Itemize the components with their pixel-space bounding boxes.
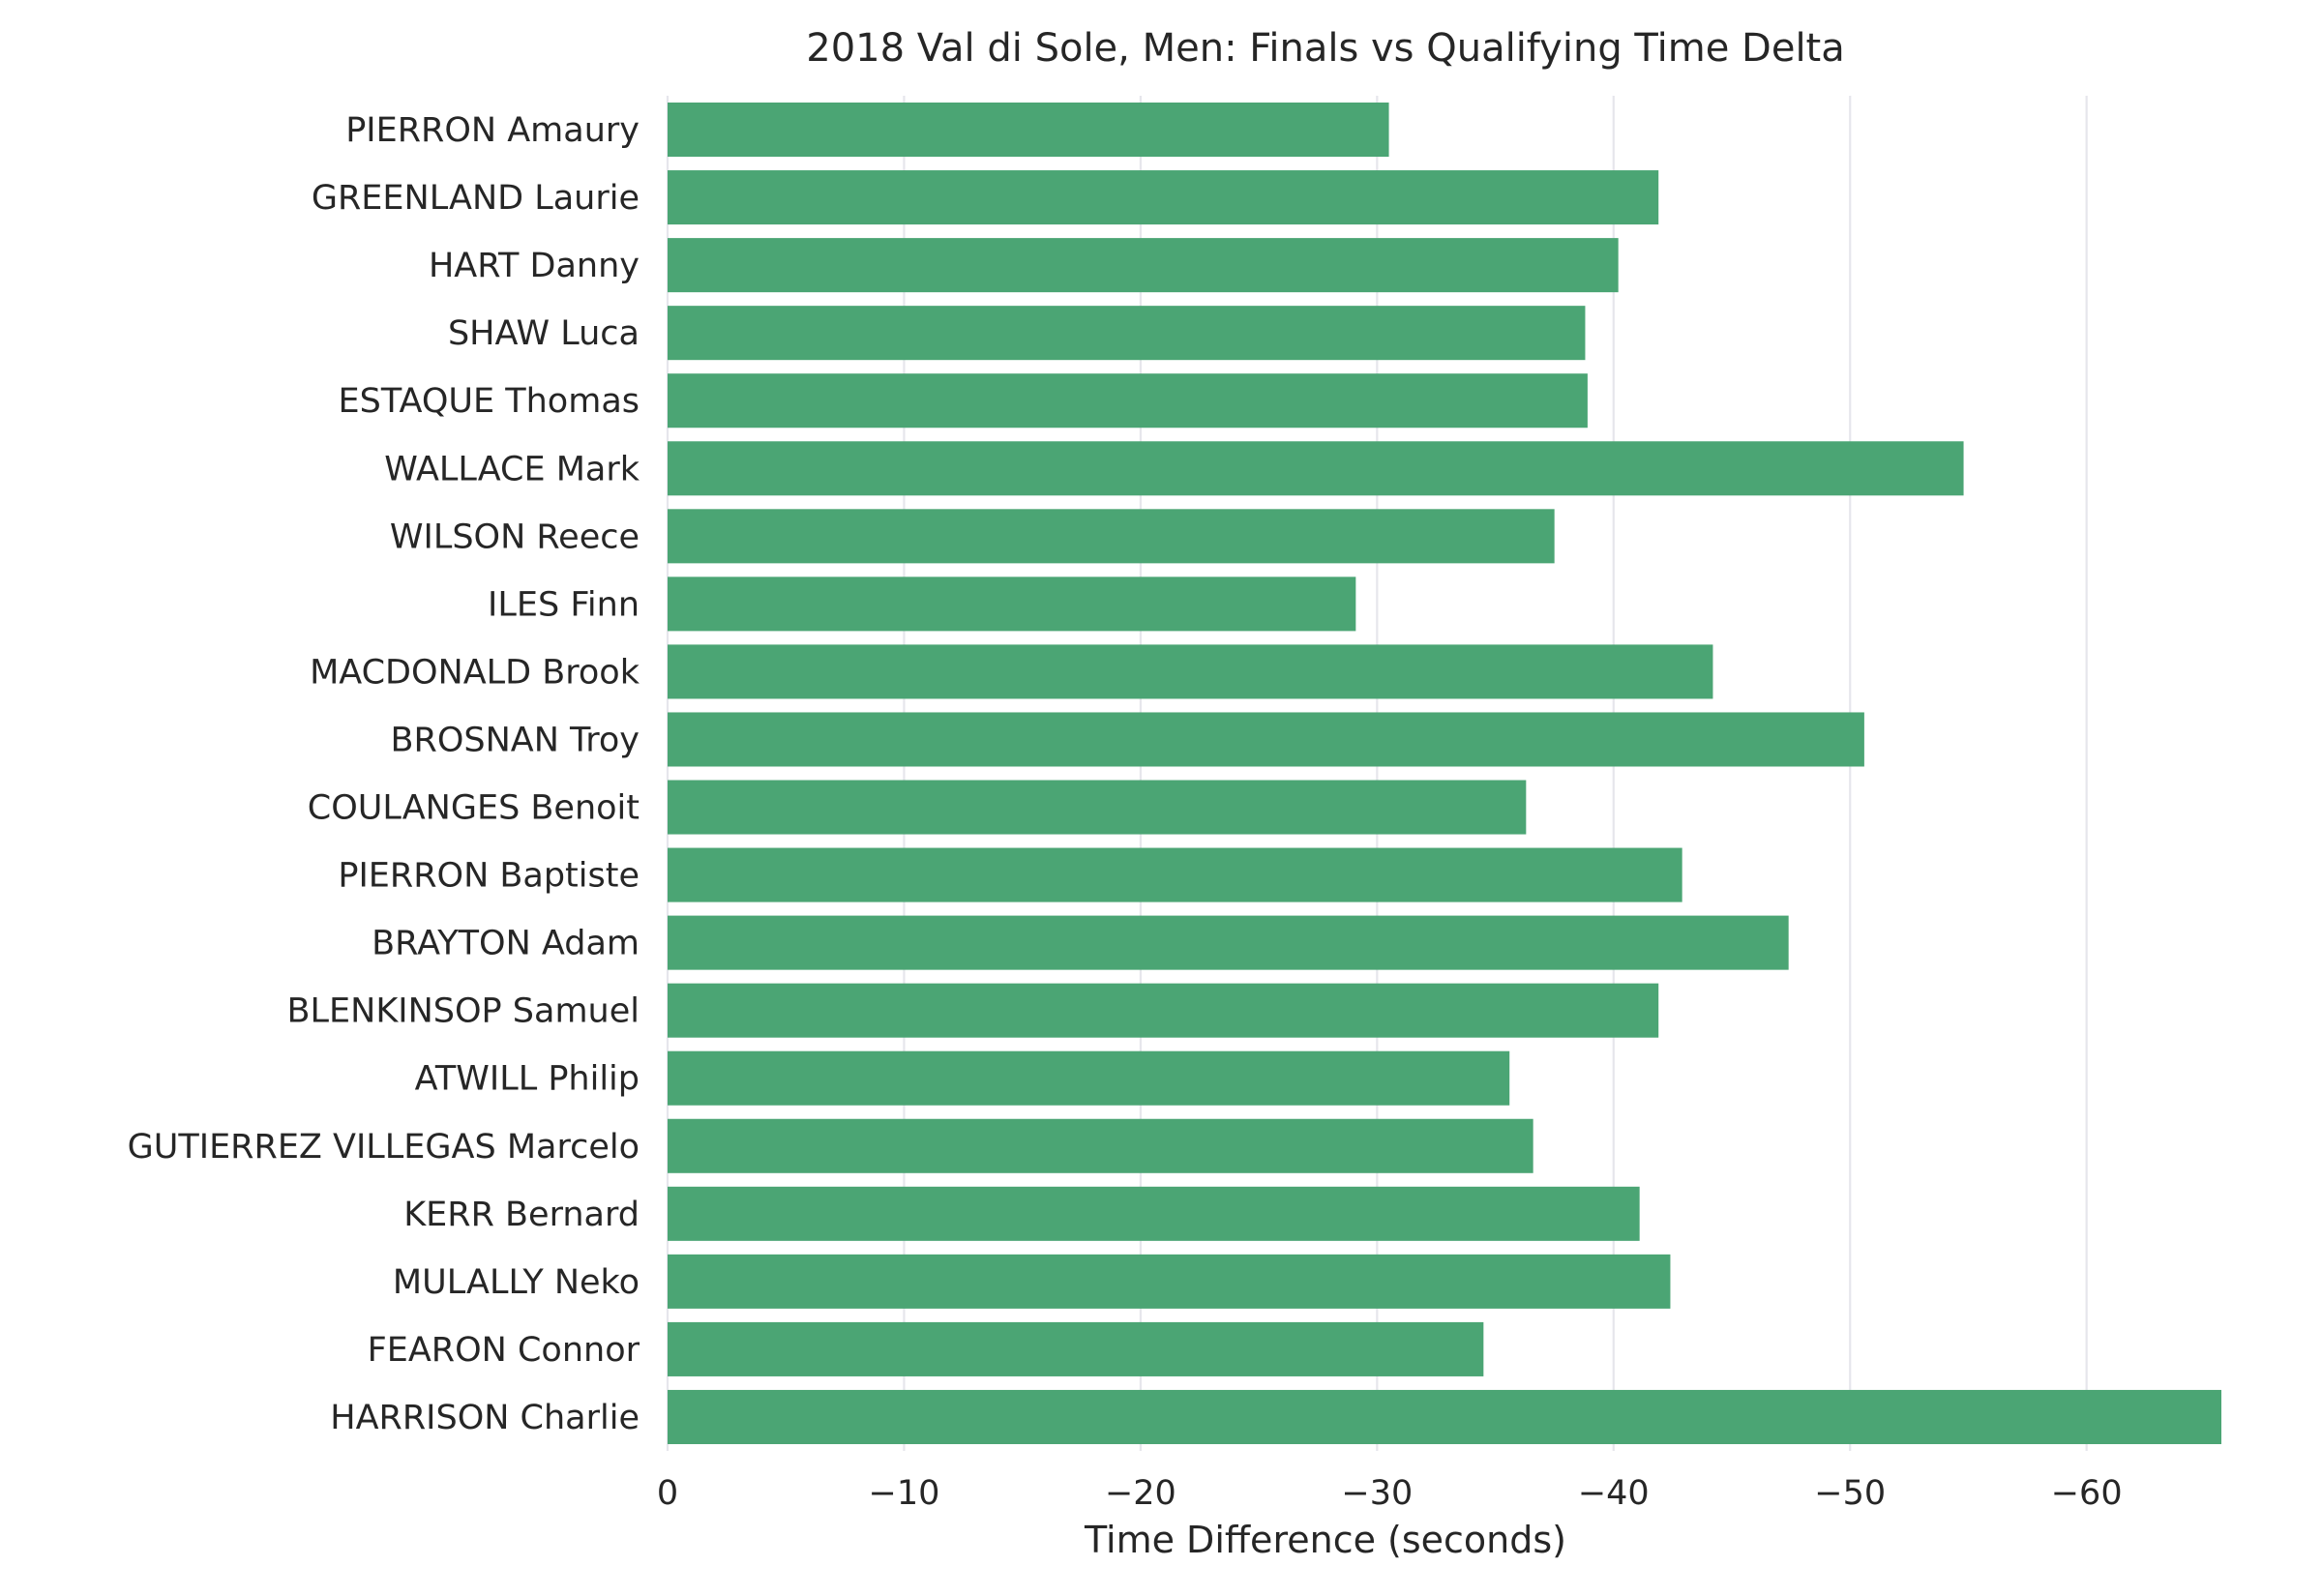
bar — [668, 1254, 1671, 1309]
y-category-label: KERR Bernard — [403, 1196, 640, 1234]
gridlines — [666, 96, 2088, 1451]
x-tick-label: −10 — [869, 1474, 940, 1513]
y-category-label: WALLACE Mark — [384, 450, 640, 488]
bars — [668, 103, 2221, 1444]
bar — [668, 576, 1356, 632]
x-tick-label: 0 — [657, 1474, 678, 1513]
x-tick-label: −40 — [1578, 1474, 1650, 1513]
bar — [668, 306, 1586, 361]
y-category-label: HART Danny — [429, 247, 640, 285]
chart-title: 2018 Val di Sole, Men: Finals vs Qualify… — [806, 26, 1845, 71]
bar — [668, 1186, 1640, 1241]
bar — [668, 1118, 1533, 1173]
bar — [668, 780, 1527, 835]
y-category-label: ESTAQUE Thomas — [339, 382, 640, 421]
bar — [668, 712, 1864, 767]
bar — [668, 983, 1659, 1038]
y-category-label: FEARON Connor — [368, 1331, 640, 1370]
bar — [668, 238, 1619, 293]
y-category-label: SHAW Luca — [448, 314, 640, 353]
y-category-label: HARRISON Charlie — [330, 1399, 640, 1437]
bar — [668, 915, 1789, 970]
bar — [668, 509, 1555, 564]
y-category-label: WILSON Reece — [390, 517, 640, 556]
bar — [668, 1050, 1510, 1106]
x-axis-label: Time Difference (seconds) — [1084, 1519, 1566, 1561]
bar — [668, 1389, 2221, 1444]
y-category-label: PIERRON Baptiste — [338, 857, 640, 896]
x-tick-label: −60 — [2051, 1474, 2123, 1513]
bar — [668, 847, 1682, 902]
y-category-label: GREENLAND Laurie — [312, 179, 640, 218]
x-tick-labels: 0 −10 −20 −30 −40 −50 −60 — [657, 1474, 2123, 1513]
y-category-label: ILES Finn — [488, 585, 640, 624]
bar — [668, 441, 1964, 496]
y-category-label: BROSNAN Troy — [390, 721, 640, 759]
bar — [668, 103, 1389, 158]
y-category-label: MULALLY Neko — [393, 1263, 640, 1302]
x-tick-label: −50 — [1814, 1474, 1886, 1513]
y-category-label: MACDONALD Brook — [310, 653, 640, 692]
y-category-label: COULANGES Benoit — [308, 789, 640, 828]
category-labels: PIERRON Amaury GREENLAND Laurie HART Danny… — [128, 111, 640, 1437]
bar — [668, 644, 1713, 699]
bar — [668, 373, 1588, 429]
x-tick-label: −20 — [1105, 1474, 1176, 1513]
y-category-label: BRAYTON Adam — [372, 925, 640, 963]
y-category-label: PIERRON Amaury — [345, 111, 640, 150]
y-category-label: BLENKINSOP Samuel — [287, 992, 640, 1031]
y-category-label: GUTIERREZ VILLEGAS Marcelo — [128, 1128, 640, 1167]
x-tick-label: −30 — [1341, 1474, 1413, 1513]
y-category-label: ATWILL Philip — [415, 1060, 640, 1099]
bar — [668, 170, 1659, 225]
bar — [668, 1321, 1484, 1376]
